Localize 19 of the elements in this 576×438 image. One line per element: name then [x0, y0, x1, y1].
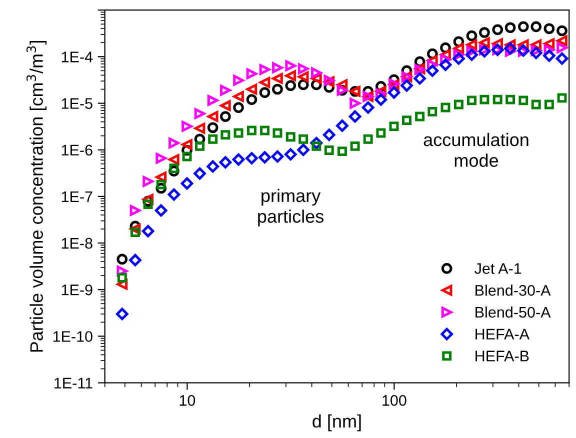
legend-label: HEFA-A — [476, 328, 530, 340]
y-tick-label: 1E-8 — [62, 238, 92, 249]
x-tick-label: 100 — [382, 395, 406, 406]
y-tick-label: 1E-6 — [62, 144, 92, 156]
y-tick-label: 1E-10 — [53, 331, 92, 342]
x-tick-label: 10 — [180, 395, 196, 406]
y-axis-title: Particle volume concentration [cm$^{3}$/m$^{3}$] — [26, 41, 47, 352]
y-tick-label: 1E-11 — [54, 378, 92, 388]
y-tick-label: 1E-7 — [62, 191, 92, 202]
x-axis-title: d [nm] — [312, 414, 361, 432]
legend-label: Jet A-1 — [474, 263, 522, 274]
y-tick-label: 1E-9 — [62, 284, 92, 296]
legend-label: HEFA-B — [476, 350, 529, 362]
y-tick-label: 1E-4 — [62, 52, 93, 62]
legend-label: Blend-50-A — [476, 306, 551, 318]
y-tick-label: 1E-5 — [62, 98, 92, 109]
legend-label: Blend-30-A — [476, 284, 551, 296]
annotation: accumulation mode — [424, 132, 528, 167]
annotation: primary particles — [258, 188, 324, 226]
